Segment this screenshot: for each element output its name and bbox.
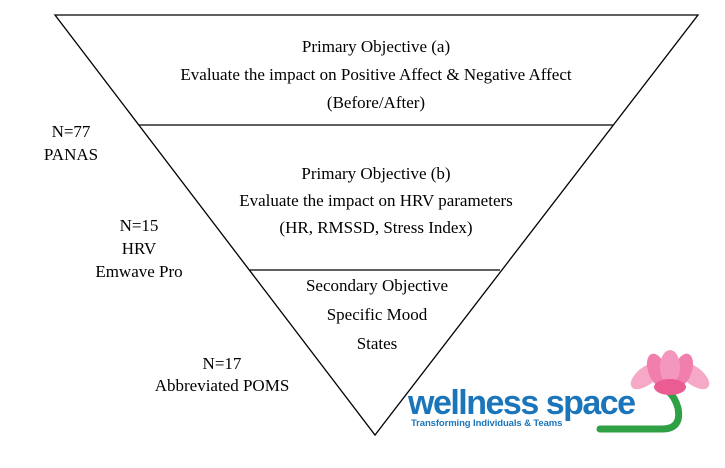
tier3-title: Secondary Objective: [305, 276, 449, 295]
tier1-description: Evaluate the impact on Positive Affect &…: [180, 65, 572, 84]
tier2-title: Primary Objective (b): [301, 164, 451, 183]
tier2-description: Evaluate the impact on HRV parameters: [239, 191, 513, 210]
side-label-n-count: N=77: [51, 122, 91, 141]
funnel-tier-primary-objective-b: Primary Objective (b) Evaluate the impac…: [239, 160, 513, 241]
side-label-instrument: PANAS: [43, 145, 99, 164]
logo-wordmark: wellness space: [408, 384, 636, 422]
tier1-title: Primary Objective (a): [301, 37, 451, 56]
lotus-icon: [630, 350, 710, 395]
side-label-abbreviated-poms: N=17 Abbreviated POMS: [155, 353, 290, 397]
tier3-description: Specific Mood: [326, 305, 428, 324]
inverted-triangle-outline: [53, 14, 700, 437]
side-label-n-count: N=15: [119, 216, 159, 235]
tier2-detail: (HR, RMSSD, Stress Index): [279, 218, 473, 237]
tier3-detail: States: [356, 334, 398, 353]
funnel-tier-secondary-objective: Secondary Objective Specific Mood States: [306, 271, 448, 358]
tier1-detail: (Before/After): [326, 93, 426, 112]
side-label-n-count: N=17: [202, 354, 242, 373]
logo-tagline: Transforming Individuals & Teams: [411, 418, 563, 429]
side-label-hrv-emwave: N=15 HRV Emwave Pro: [95, 214, 182, 283]
side-label-panas: N=77 PANAS: [44, 120, 98, 166]
side-label-instrument: HRV: [121, 239, 157, 258]
logo-swoosh: [596, 387, 683, 433]
funnel-tier-primary-objective-a: Primary Objective (a) Evaluate the impac…: [180, 33, 571, 117]
side-label-instrument: Abbreviated POMS: [154, 376, 290, 395]
side-label-device: Emwave Pro: [95, 262, 183, 281]
